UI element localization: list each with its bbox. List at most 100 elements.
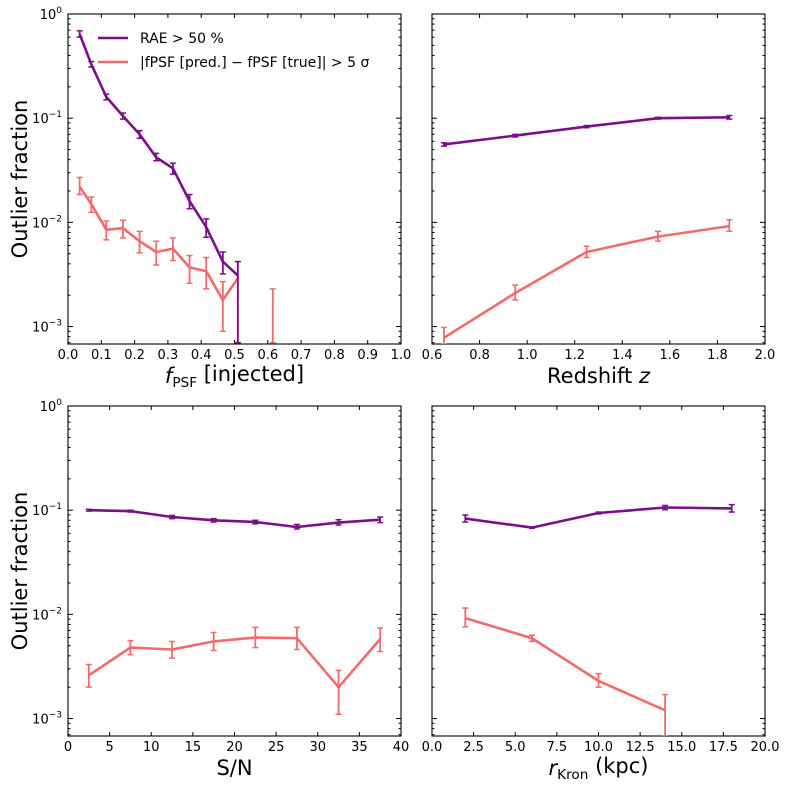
series-line xyxy=(88,508,381,529)
data-point xyxy=(597,680,600,682)
x-tick-label: 0.3 xyxy=(158,348,179,363)
data-point xyxy=(212,640,215,643)
data-point xyxy=(205,226,207,228)
error-bar xyxy=(335,669,342,715)
data-point xyxy=(337,521,340,524)
data-point xyxy=(664,709,666,712)
series-rae xyxy=(76,30,241,344)
data-point xyxy=(122,227,124,229)
data-point xyxy=(129,510,132,512)
data-point xyxy=(122,115,124,117)
y-axis-label: Outlier fraction xyxy=(8,492,32,651)
data-point xyxy=(171,648,173,651)
panel-top-right: 0.6 0.8 1.0 1.2 1.4 1.6 1.8 2.0 Redshift z xyxy=(422,13,776,388)
x-tick-label: 0.8 xyxy=(469,348,490,363)
y-tick-label: 100 xyxy=(40,6,63,23)
y-tick-label: 10−2 xyxy=(32,606,62,623)
data-point xyxy=(296,637,298,640)
data-point xyxy=(105,228,108,231)
error-bar xyxy=(662,693,669,736)
x-tick-label: 20 xyxy=(226,740,243,755)
data-point xyxy=(531,526,533,529)
data-point xyxy=(205,270,207,272)
y-tick-label: 10−3 xyxy=(32,319,62,336)
x-tick-label: 1.8 xyxy=(707,348,728,363)
data-point xyxy=(664,506,666,509)
panel-bottom-left: 0 5 10 15 20 25 30 35 40 100 10−1 10−2 10−3 Outlier f… xyxy=(8,398,409,780)
data-point xyxy=(172,167,174,170)
x-tick-label: 35 xyxy=(351,740,368,755)
plot-area xyxy=(462,503,735,736)
x-tick-label: 10 xyxy=(143,740,160,755)
data-point xyxy=(531,637,533,640)
data-point xyxy=(657,235,659,238)
x-tick-label: 0.1 xyxy=(91,348,112,363)
x-tick-label: 15.0 xyxy=(667,740,696,755)
error-bar xyxy=(203,218,210,238)
data-point xyxy=(78,185,81,188)
data-point xyxy=(271,317,274,320)
x-tick-label: 1.4 xyxy=(612,348,633,363)
data-point xyxy=(171,516,173,518)
x-tick-label: 2.5 xyxy=(463,740,484,755)
series-rae xyxy=(440,114,733,147)
data-point xyxy=(155,156,158,159)
x-axis-label: Redshift z xyxy=(547,364,651,388)
x-tick-label: 0.7 xyxy=(291,348,312,363)
x-tick-label: 40 xyxy=(393,740,410,755)
error-bar xyxy=(186,254,193,285)
panel-bottom-right: 0.0 2.5 5.0 7.5 10.0 12.5 15.0 17.5 20.0 rKron (k… xyxy=(422,405,779,783)
data-point xyxy=(138,240,141,242)
data-point xyxy=(155,251,158,253)
data-point xyxy=(138,133,141,136)
y-tick-label: 100 xyxy=(40,398,63,415)
x-tick-label: 5 xyxy=(105,740,113,755)
data-point xyxy=(443,143,445,146)
axes-frame xyxy=(431,13,766,345)
data-point xyxy=(254,521,257,523)
data-point xyxy=(728,116,731,119)
data-point xyxy=(88,509,90,511)
y-tick-label: 10−1 xyxy=(32,502,62,519)
y-tick-label: 10−2 xyxy=(32,214,62,231)
data-point xyxy=(443,336,445,339)
panel-top-left: 0.0 0.1 0.2 0.3 0.4 0.5 0.6 0.7 0.8 0.9 1.0 100 10−1… xyxy=(8,6,411,391)
axes-frame xyxy=(67,405,402,737)
data-point xyxy=(337,686,340,688)
x-tick-label: 1.2 xyxy=(564,348,585,363)
legend-label: RAE > 50 % xyxy=(140,31,224,47)
x-axis-label: fPSF [injected] xyxy=(165,362,304,391)
error-bar xyxy=(119,219,126,239)
data-point xyxy=(88,674,90,677)
error-bar xyxy=(136,230,143,254)
data-point xyxy=(90,63,93,65)
data-point xyxy=(728,225,731,227)
x-tick-label: 2.0 xyxy=(755,348,776,363)
data-point xyxy=(172,247,174,250)
legend: RAE > 50 % |fPSF [pred.] − fPSF [true]| >… xyxy=(98,31,369,71)
x-tick-label: 12.5 xyxy=(626,740,655,755)
x-tick-label: 10.0 xyxy=(584,740,613,755)
series-sigma xyxy=(462,607,669,736)
x-tick-label: 17.5 xyxy=(709,740,738,755)
series-line xyxy=(465,506,732,529)
data-point xyxy=(78,33,81,35)
plot-area xyxy=(440,114,733,344)
data-point xyxy=(585,251,588,253)
error-bar xyxy=(269,288,276,344)
x-axis-label: rKron (kpc) xyxy=(549,754,649,783)
data-point xyxy=(222,299,224,301)
error-bar xyxy=(153,240,160,266)
error-bar xyxy=(203,256,210,290)
series-sigma-isolated xyxy=(269,288,276,344)
data-point xyxy=(730,507,733,510)
x-tick-label: 30 xyxy=(309,740,326,755)
x-tick-label: 0.6 xyxy=(422,348,443,363)
data-point xyxy=(514,292,517,294)
series-sigma xyxy=(85,626,384,715)
data-point xyxy=(188,200,191,202)
data-point xyxy=(585,125,588,128)
series-line xyxy=(464,616,666,712)
series-rae xyxy=(462,503,735,530)
